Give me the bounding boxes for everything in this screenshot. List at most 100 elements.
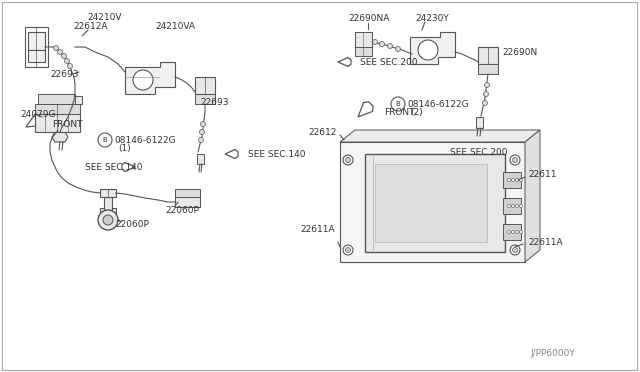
Text: 22611A: 22611A [528,237,563,247]
Polygon shape [73,96,82,104]
Circle shape [511,231,515,234]
Text: 22611: 22611 [528,170,557,179]
Circle shape [483,100,488,106]
Polygon shape [355,32,372,47]
Circle shape [65,58,70,64]
Polygon shape [28,50,45,62]
Polygon shape [477,141,486,154]
Circle shape [380,42,385,46]
Polygon shape [195,77,215,94]
Polygon shape [225,150,238,158]
Polygon shape [358,102,373,117]
Circle shape [98,133,112,147]
Polygon shape [52,132,68,142]
Circle shape [520,205,522,208]
Circle shape [343,245,353,255]
Text: FRONT: FRONT [52,119,83,128]
Circle shape [346,247,351,253]
Polygon shape [195,94,215,104]
Circle shape [343,155,353,165]
Circle shape [418,40,438,60]
Polygon shape [476,117,483,128]
Circle shape [483,92,488,96]
Text: 22693: 22693 [200,97,228,106]
Circle shape [58,49,63,55]
Polygon shape [100,189,116,197]
Text: (2): (2) [410,108,422,116]
Circle shape [200,129,205,135]
Polygon shape [175,197,200,207]
Circle shape [515,205,518,208]
Circle shape [520,179,522,182]
Bar [503,224,521,240]
Text: J/PP6000Y: J/PP6000Y [531,350,575,359]
Circle shape [372,39,378,45]
Polygon shape [410,32,455,64]
Text: 08146-6122G: 08146-6122G [407,99,468,109]
Text: SEE SEC.200: SEE SEC.200 [360,58,417,67]
Text: 22690N: 22690N [502,48,537,57]
Text: B: B [102,137,108,143]
Circle shape [508,231,511,234]
Circle shape [198,138,204,142]
Text: B: B [396,101,401,107]
Polygon shape [125,62,175,94]
Circle shape [103,215,113,225]
Bar [503,172,521,188]
Polygon shape [338,58,351,67]
Polygon shape [26,115,44,127]
Circle shape [387,44,392,48]
Circle shape [98,210,118,230]
Polygon shape [355,47,372,56]
Bar [375,164,487,242]
Circle shape [515,231,518,234]
Text: (1): (1) [118,144,131,153]
Text: 08146-6122G: 08146-6122G [114,135,175,144]
Text: 22060P: 22060P [115,219,149,228]
Text: SEE SEC.200: SEE SEC.200 [450,148,508,157]
Bar [365,154,505,252]
Circle shape [54,45,58,51]
Circle shape [513,247,518,253]
Polygon shape [38,94,75,104]
Text: SEE SEC.140: SEE SEC.140 [85,163,143,171]
Circle shape [346,157,351,163]
Circle shape [396,46,401,51]
Circle shape [510,155,520,165]
Circle shape [67,64,72,68]
Circle shape [200,122,205,126]
Text: 22693: 22693 [50,70,79,78]
Text: SEE SEC.140: SEE SEC.140 [248,150,305,158]
Text: 22612A: 22612A [73,22,108,31]
Polygon shape [104,197,112,213]
Polygon shape [340,142,525,262]
Circle shape [391,97,405,111]
Text: 24210VA: 24210VA [155,22,195,31]
Circle shape [484,83,490,87]
Circle shape [515,179,518,182]
Bar [100,208,116,213]
Text: 22060P: 22060P [165,205,199,215]
Polygon shape [122,163,135,171]
Polygon shape [175,189,200,197]
Text: FRONT: FRONT [384,108,415,116]
Polygon shape [478,47,498,64]
Circle shape [510,245,520,255]
Text: 22612: 22612 [308,128,337,137]
Text: 24210V: 24210V [87,13,122,22]
Circle shape [520,231,522,234]
Circle shape [508,205,511,208]
Polygon shape [28,32,45,50]
Circle shape [511,205,515,208]
Polygon shape [197,154,204,164]
Polygon shape [525,130,540,262]
Polygon shape [340,130,540,142]
Circle shape [511,179,515,182]
Text: 22611A: 22611A [300,224,335,234]
Polygon shape [35,114,80,132]
Text: 24079G: 24079G [20,109,56,119]
Circle shape [133,70,153,90]
Polygon shape [478,64,498,74]
Bar [503,198,521,214]
Circle shape [508,179,511,182]
